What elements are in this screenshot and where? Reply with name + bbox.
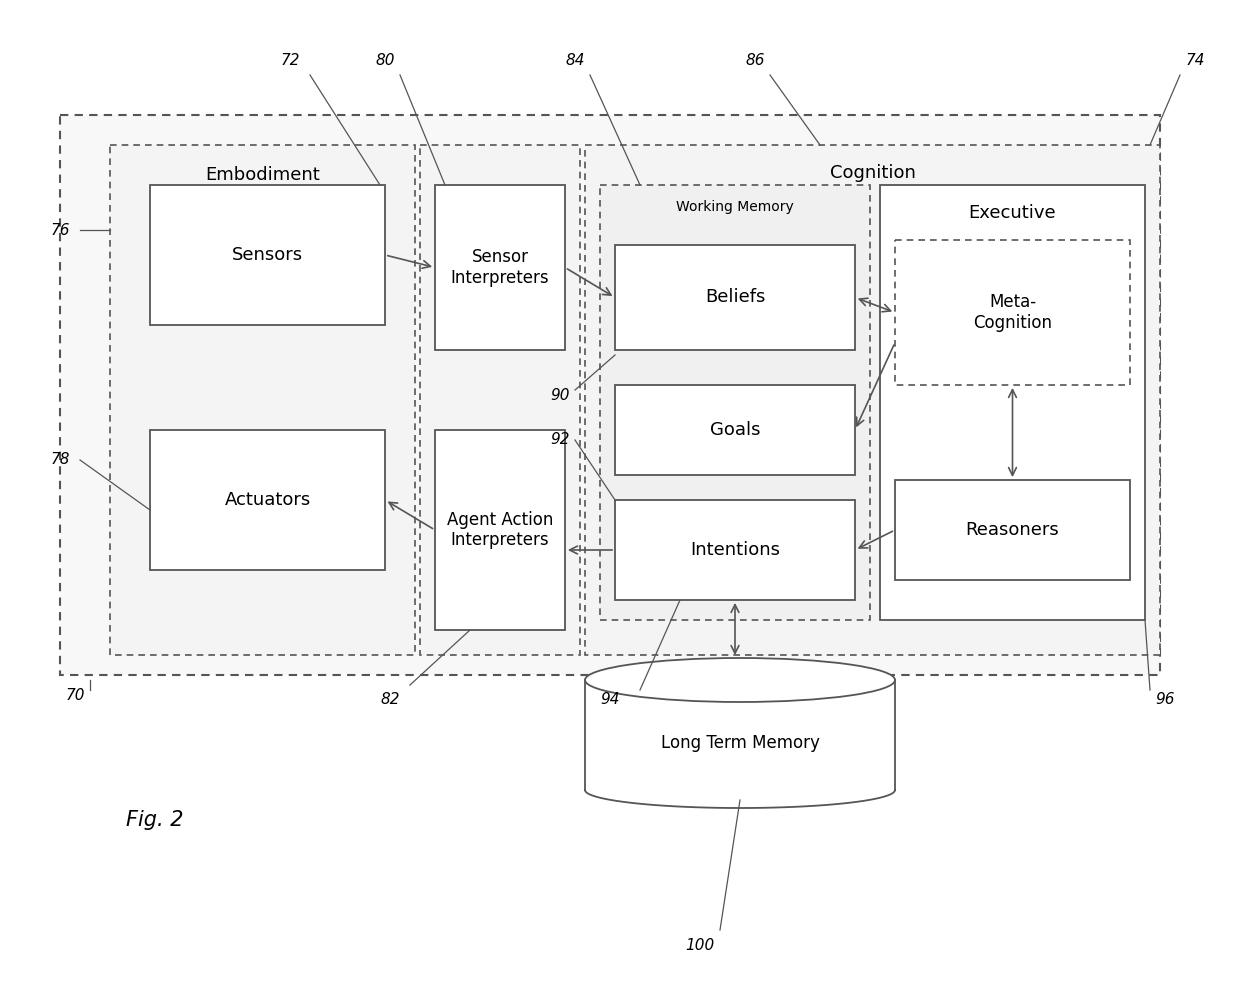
Bar — [585, 680, 895, 790]
Bar — [150, 430, 384, 570]
Text: Executive: Executive — [968, 204, 1056, 222]
Ellipse shape — [585, 658, 895, 702]
Text: Agent Action
Interpreters: Agent Action Interpreters — [446, 511, 553, 550]
Text: 74: 74 — [1185, 53, 1205, 68]
Text: 78: 78 — [51, 452, 69, 467]
Text: Working Memory: Working Memory — [676, 200, 794, 214]
Text: Fig. 2: Fig. 2 — [126, 810, 184, 830]
Text: 92: 92 — [551, 432, 569, 447]
Text: Intentions: Intentions — [689, 541, 780, 559]
Text: 70: 70 — [66, 688, 84, 703]
Text: 86: 86 — [745, 53, 765, 68]
Bar — [110, 145, 415, 655]
Text: 100: 100 — [686, 937, 714, 952]
Text: Embodiment: Embodiment — [205, 166, 320, 184]
Text: Reasoners: Reasoners — [966, 521, 1059, 539]
Text: Long Term Memory: Long Term Memory — [661, 734, 820, 752]
Text: 80: 80 — [376, 53, 394, 68]
Text: 90: 90 — [551, 387, 569, 402]
Text: 84: 84 — [565, 53, 585, 68]
Bar — [60, 115, 1159, 675]
Bar — [435, 185, 565, 350]
Text: Cognition: Cognition — [830, 164, 915, 182]
Bar — [435, 430, 565, 630]
Text: Goals: Goals — [709, 421, 760, 439]
Bar — [615, 500, 856, 600]
Text: 82: 82 — [381, 693, 399, 708]
Text: 94: 94 — [600, 693, 620, 708]
Text: 96: 96 — [1156, 693, 1174, 708]
Bar — [895, 480, 1130, 580]
Bar — [895, 240, 1130, 385]
Bar — [880, 185, 1145, 620]
Bar — [150, 185, 384, 325]
Bar — [420, 145, 580, 655]
Text: 76: 76 — [51, 223, 69, 238]
Bar — [600, 185, 870, 620]
Text: 72: 72 — [280, 53, 300, 68]
Text: Meta-
Cognition: Meta- Cognition — [973, 293, 1052, 332]
Text: Sensors: Sensors — [232, 246, 303, 264]
Bar — [585, 145, 1159, 655]
Text: Actuators: Actuators — [224, 491, 311, 509]
Bar — [615, 245, 856, 350]
Text: Sensor
Interpreters: Sensor Interpreters — [450, 249, 549, 286]
Bar — [615, 385, 856, 475]
Text: Beliefs: Beliefs — [704, 288, 765, 306]
